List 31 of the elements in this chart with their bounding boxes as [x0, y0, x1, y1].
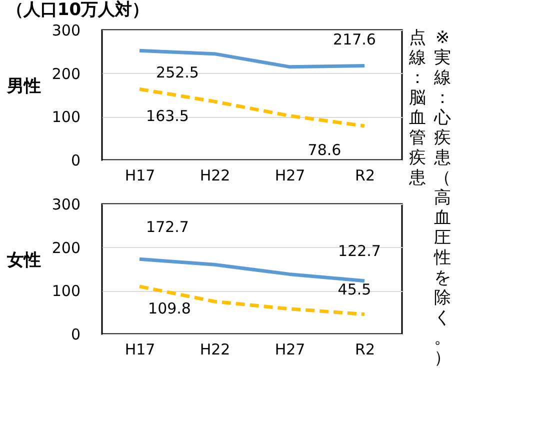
y-tick-label: 100	[52, 108, 80, 126]
x-tick-label: H17	[124, 166, 156, 184]
y-tick-label: 0	[70, 152, 80, 170]
y-tick-label: 0	[70, 326, 80, 344]
x-tick-label: H17	[124, 340, 156, 358]
y-axis-title: 女性	[6, 250, 41, 270]
line-series	[138, 87, 366, 128]
x-tick-label: R2	[355, 340, 375, 358]
y-tick-label: 200	[52, 238, 80, 257]
annotation: 252.5	[156, 64, 199, 82]
x-tick-label: H22	[200, 340, 230, 358]
x-tick-label: H27	[274, 166, 306, 184]
line-series	[138, 257, 366, 283]
annotation: 78.6	[308, 140, 342, 159]
text: ※実線：心疾患（高血圧性を除く。）	[434, 28, 451, 368]
x-tick-label: H27	[274, 340, 306, 358]
annotation: 217.6	[333, 30, 376, 49]
y-axis-title: 男性	[6, 76, 41, 96]
annotation: 45.5	[338, 280, 372, 298]
x-tick-label: R2	[355, 166, 375, 184]
annotation: 109.8	[148, 299, 191, 318]
y-tick-label: 100	[52, 282, 80, 300]
y-tick-label: 300	[52, 22, 80, 40]
chart-title: （人口10万人対）	[6, 0, 150, 20]
annotation: 172.7	[146, 218, 189, 236]
y-tick-label: 300	[52, 196, 80, 214]
text: 点線：脳血管疾患	[408, 28, 426, 188]
x-tick-label: H22	[200, 166, 230, 184]
y-tick-label: 200	[52, 64, 80, 83]
annotation: 122.7	[338, 242, 381, 260]
annotation: 163.5	[146, 107, 189, 126]
